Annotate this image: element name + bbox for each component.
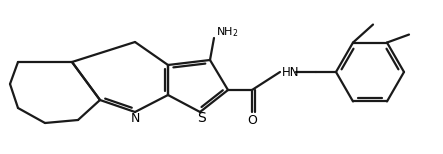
Text: NH$_2$: NH$_2$: [216, 25, 239, 39]
Text: N: N: [130, 111, 140, 124]
Text: O: O: [247, 113, 257, 126]
Text: HN: HN: [282, 65, 299, 79]
Text: S: S: [198, 111, 206, 125]
